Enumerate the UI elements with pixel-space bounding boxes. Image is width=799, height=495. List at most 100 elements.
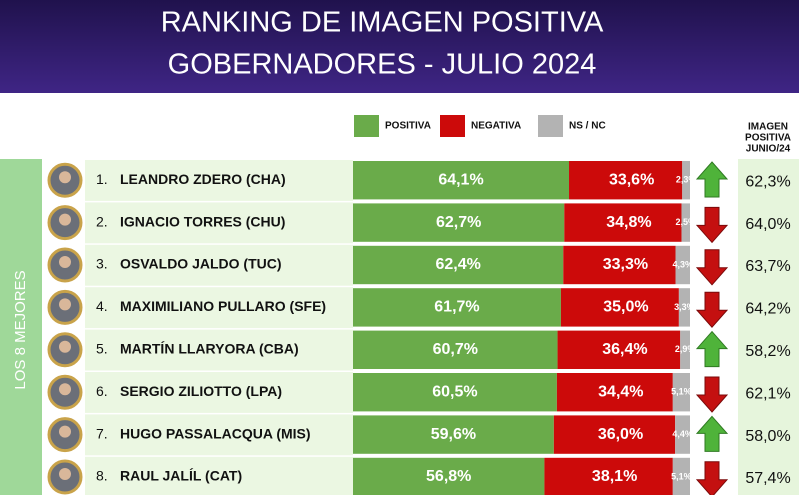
legend-label: NEGATIVA bbox=[471, 121, 521, 132]
name-panel bbox=[85, 160, 353, 201]
category-label: MAXIMILIANO PULLARO (SFE) bbox=[120, 298, 326, 314]
bar-segment bbox=[353, 245, 564, 285]
previous-value: 58,2% bbox=[745, 343, 790, 360]
bar-segment bbox=[672, 457, 690, 495]
avatar-face bbox=[59, 383, 71, 396]
category-label: MARTÍN LLARYORA (CBA) bbox=[120, 341, 299, 357]
group-label: LOS 8 MEJORES bbox=[12, 270, 29, 389]
value-label: 34,8% bbox=[606, 214, 651, 231]
bar-segment bbox=[353, 373, 557, 412]
value-label: 64,1% bbox=[438, 171, 483, 188]
previous-value: 64,0% bbox=[745, 216, 790, 233]
previous-header: IMAGEN bbox=[748, 122, 788, 133]
previous-header: POSITIVA bbox=[745, 133, 791, 144]
value-label: 36,4% bbox=[602, 341, 647, 358]
previous-value: 57,4% bbox=[745, 470, 790, 487]
name-panel bbox=[85, 244, 353, 286]
bar-segment bbox=[353, 161, 570, 200]
legend-swatch bbox=[440, 115, 465, 137]
value-label: 56,8% bbox=[426, 468, 471, 485]
bar-segment bbox=[553, 415, 676, 454]
chart-subtitle: GOBERNADORES - JULIO 2024 bbox=[168, 49, 597, 81]
category-label: SERGIO ZILIOTTO (LPA) bbox=[120, 383, 282, 399]
bar-segment bbox=[569, 161, 683, 200]
rank: 7. bbox=[96, 425, 108, 441]
legend-swatch bbox=[538, 115, 563, 137]
rank: 3. bbox=[96, 256, 108, 272]
header-band bbox=[0, 0, 799, 93]
bar-segment bbox=[353, 330, 558, 369]
previous-header: JUNIO/24 bbox=[746, 144, 791, 155]
value-label: 5,1% bbox=[671, 387, 692, 397]
previous-value: 64,2% bbox=[745, 301, 790, 318]
bar-segment bbox=[675, 415, 690, 454]
group-strip bbox=[0, 159, 42, 495]
rank: 1. bbox=[96, 171, 108, 187]
legend-swatch bbox=[354, 115, 379, 137]
value-label: 62,7% bbox=[436, 214, 481, 231]
name-panel bbox=[85, 372, 353, 413]
value-label: 3,3% bbox=[674, 302, 695, 312]
avatar-face bbox=[59, 213, 71, 226]
avatar-face bbox=[59, 340, 71, 353]
rank: 6. bbox=[96, 383, 108, 399]
value-label: 2,3% bbox=[676, 175, 697, 185]
trend-arrow-down bbox=[695, 461, 729, 495]
avatar-face bbox=[59, 468, 71, 480]
legend-label: POSITIVA bbox=[385, 121, 431, 132]
bar-segment bbox=[682, 161, 690, 200]
bar-segment bbox=[680, 330, 690, 369]
name-panel bbox=[85, 202, 353, 244]
value-label: 4,3% bbox=[672, 259, 693, 269]
category-label: IGNACIO TORRES (CHU) bbox=[120, 213, 285, 229]
value-label: 35,0% bbox=[603, 299, 648, 316]
avatar-face bbox=[59, 171, 71, 184]
name-panel bbox=[85, 287, 353, 329]
bar-segment bbox=[681, 203, 690, 242]
trend-arrow-up bbox=[695, 415, 729, 452]
category-label: LEANDRO ZDERO (CHA) bbox=[120, 171, 286, 187]
rank: 2. bbox=[96, 213, 108, 229]
rank: 8. bbox=[96, 468, 108, 484]
bar-segment bbox=[353, 203, 565, 242]
trend-arrow-up bbox=[695, 330, 729, 368]
previous-value: 62,3% bbox=[745, 173, 790, 190]
value-label: 34,4% bbox=[598, 383, 643, 400]
chart-title: RANKING DE IMAGEN POSITIVA bbox=[161, 7, 604, 39]
value-label: 4,4% bbox=[672, 429, 693, 439]
avatar-face bbox=[59, 256, 71, 268]
previous-value: 62,1% bbox=[745, 385, 790, 402]
value-label: 2,5% bbox=[676, 217, 697, 227]
name-panel bbox=[85, 456, 353, 495]
bar-segment bbox=[353, 457, 545, 495]
bar-segment bbox=[560, 288, 679, 327]
value-label: 61,7% bbox=[434, 299, 479, 316]
name-panel bbox=[85, 329, 353, 371]
bar-segment bbox=[675, 245, 690, 285]
value-label: 38,1% bbox=[592, 468, 637, 485]
value-label: 5,1% bbox=[671, 471, 692, 481]
trend-arrow-down bbox=[695, 206, 729, 244]
value-label: 62,4% bbox=[435, 256, 480, 273]
bar-segment bbox=[557, 330, 681, 369]
bar-segment bbox=[556, 373, 673, 412]
previous-value: 58,0% bbox=[745, 428, 790, 445]
category-label: OSVALDO JALDO (TUC) bbox=[120, 256, 282, 272]
bar-segment bbox=[353, 288, 561, 327]
trend-arrow-down bbox=[695, 291, 729, 328]
value-label: 60,7% bbox=[433, 341, 478, 358]
trend-arrow-up bbox=[695, 161, 729, 198]
previous-value: 63,7% bbox=[745, 258, 790, 275]
trend-arrow-down bbox=[695, 376, 729, 413]
value-label: 36,0% bbox=[598, 426, 643, 443]
value-label: 60,5% bbox=[432, 383, 477, 400]
rank: 5. bbox=[96, 341, 108, 357]
value-label: 33,3% bbox=[603, 256, 648, 273]
bar-segment bbox=[353, 415, 554, 454]
value-label: 33,6% bbox=[609, 171, 654, 188]
bar-segment bbox=[563, 245, 676, 285]
category-label: RAUL JALÍL (CAT) bbox=[120, 468, 242, 484]
bar-segment bbox=[678, 288, 690, 327]
